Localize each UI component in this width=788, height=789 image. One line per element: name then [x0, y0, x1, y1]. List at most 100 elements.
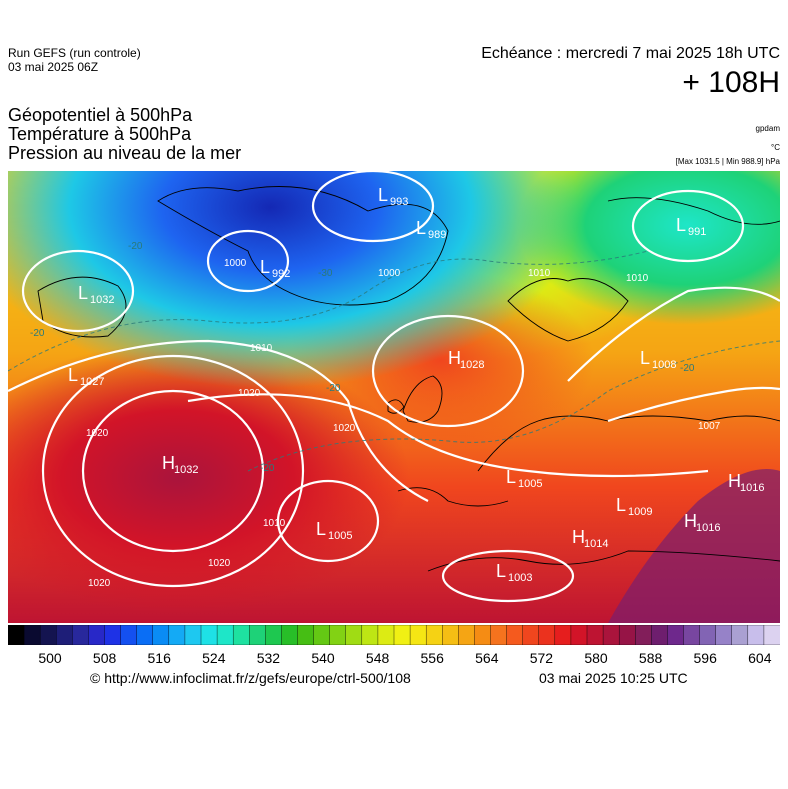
coastlines	[37, 186, 780, 572]
colorbar-tick-label: 596	[693, 650, 717, 666]
colorbar-swatch	[683, 625, 701, 645]
pressure-center-value: 1016	[696, 522, 720, 534]
isotherm-label: -20	[128, 241, 143, 252]
isobar-label: 1020	[333, 423, 356, 434]
colorbar-swatch	[88, 625, 106, 645]
pressure-center-value: 1032	[90, 294, 114, 306]
generated-date: 03 mai 2025 10:25 UTC	[539, 670, 688, 686]
colorbar-swatch	[715, 625, 733, 645]
pressure-center: H 1016	[684, 511, 720, 534]
pressure-center-value: 989	[428, 229, 446, 241]
layer-title-geopotential: Géopotentiel à 500hPa	[8, 105, 193, 125]
run-info: Run GEFS (run controle) 03 mai 2025 06Z	[8, 46, 141, 74]
unit-geopotential: gpdam	[755, 124, 780, 133]
colorbar-tick-label: 588	[638, 650, 663, 666]
unit-temperature: °C	[771, 143, 780, 152]
isobar-label: 1010	[250, 343, 273, 354]
isotherm-label: -20	[680, 363, 695, 374]
pressure-center: L 1005	[316, 519, 352, 542]
colorbar-swatch	[72, 625, 90, 645]
pressure-center-value: 1032	[174, 464, 198, 476]
isotherm-label: -30	[318, 268, 333, 279]
pressure-center-type: L	[496, 561, 506, 581]
colorbar-tick-label: 572	[529, 650, 554, 666]
colorbar-swatch	[168, 625, 186, 645]
colorbar-swatch	[570, 625, 588, 645]
colorbar-swatch	[747, 625, 765, 645]
colorbar-tick-label: 540	[311, 650, 335, 666]
colorbar-swatch	[651, 625, 669, 645]
colorbar-swatch	[409, 625, 427, 645]
pressure-center: H 1014	[572, 527, 608, 550]
colorbar-tick-label: 500	[38, 650, 62, 666]
colorbar-swatch	[104, 625, 122, 645]
colorbar-swatch	[265, 625, 283, 645]
pressure-center-type: H	[572, 527, 585, 547]
colorbar-swatch	[554, 625, 572, 645]
colorbar-ticks: 500 508 516 524 532 540 548 556 564 572 580 588 596 6…	[8, 650, 780, 666]
pressure-center: H 1028	[448, 348, 484, 371]
pressure-center: L 1032	[78, 283, 114, 306]
pressure-center-type: L	[640, 348, 650, 368]
layer-title-temperature: Température à 500hPa	[8, 124, 192, 144]
isobar-label: 1000	[224, 258, 247, 269]
colorbar-swatch	[667, 625, 685, 645]
pressure-center-value: 991	[688, 226, 706, 238]
pressure-center-type: L	[616, 495, 626, 515]
isotherm-label: -20	[326, 383, 341, 394]
isobar-label: 1000	[378, 268, 401, 279]
colorbar-swatch	[313, 625, 331, 645]
colorbar-swatch	[602, 625, 620, 645]
colorbar-swatch	[377, 625, 395, 645]
isobar-label: 1010	[626, 273, 649, 284]
colorbar-swatch	[442, 625, 460, 645]
colorbar-swatch	[635, 625, 653, 645]
colorbar	[8, 625, 780, 645]
pressure-center-type: H	[162, 453, 175, 473]
pressure-center-value: 1016	[740, 482, 764, 494]
pressure-center-value: 1028	[460, 359, 484, 371]
layer-titles: Géopotentiel à 500hPa Température à 500h…	[8, 106, 241, 163]
isobar-label: 1010	[263, 518, 286, 529]
pressure-center-type: H	[684, 511, 697, 531]
colorbar-swatch	[425, 625, 443, 645]
pressure-center-value: 1005	[518, 478, 542, 490]
colorbar-swatch	[345, 625, 363, 645]
isobar-label: 1020	[238, 388, 261, 399]
pressure-center: H 1032	[162, 453, 198, 476]
colorbar-swatch	[618, 625, 636, 645]
pressure-center-value: 1014	[584, 538, 608, 550]
temperature-isotherms	[8, 250, 780, 472]
colorbar-swatch	[490, 625, 508, 645]
colorbar-swatch	[232, 625, 250, 645]
colorbar-swatch	[586, 625, 604, 645]
isotherm-label: -20	[30, 328, 45, 339]
colorbar-tick-label: 556	[420, 650, 444, 666]
colorbar-swatch	[249, 625, 267, 645]
run-date-label: 03 mai 2025 06Z	[8, 60, 99, 74]
colorbar-tick-label: 508	[92, 650, 117, 666]
colorbar-swatch	[39, 625, 57, 645]
pressure-center-type: L	[260, 257, 270, 277]
pressure-center-type: L	[78, 283, 88, 303]
colorbar-swatch	[152, 625, 170, 645]
source-url: © http://www.infoclimat.fr/z/gefs/europe…	[90, 670, 411, 686]
pressure-center-type: L	[378, 185, 388, 205]
pressure-center-value: 992	[272, 268, 290, 280]
pressure-center-type: L	[316, 519, 326, 539]
pressure-center: L 993	[378, 185, 408, 208]
layer-title-pressure: Pression au niveau de la mer	[8, 143, 242, 163]
colorbar-swatch	[474, 625, 492, 645]
forecast-valid-time: Echéance : mercredi 7 mai 2025 18h UTC	[481, 45, 780, 62]
isotherm-labels: -20 -20 -30 -20 -20 -20	[30, 241, 695, 474]
colorbar-swatch	[699, 625, 717, 645]
isobar-label: 1020	[208, 558, 231, 569]
colorbar-swatch	[8, 625, 25, 645]
colorbar-swatch	[731, 625, 749, 645]
isobar-label: 1020	[86, 428, 109, 439]
colorbar-swatch	[136, 625, 154, 645]
pressure-center: H 1016	[728, 471, 764, 494]
isobar-labels: 1000 1000 1010 1020 1020 1020 1020 1020 1010 1010…	[86, 258, 721, 589]
colorbar-swatch	[184, 625, 202, 645]
